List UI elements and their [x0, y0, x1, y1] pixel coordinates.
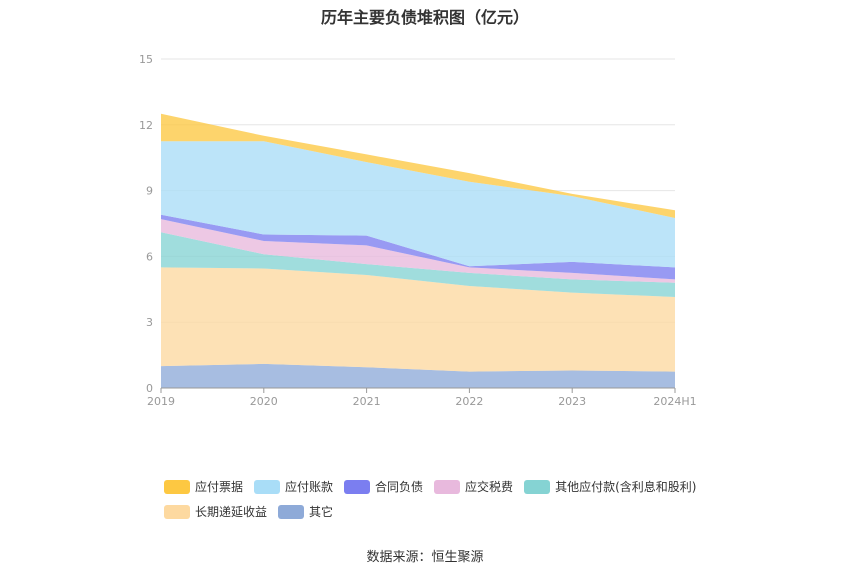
- y-tick-label: 9: [146, 185, 153, 198]
- area-series-合同负债[interactable]: [161, 214, 675, 280]
- chart-plot-area: 0 3 6 9 12 15 2019 2020 2021 2022 2023 2024H1: [139, 53, 697, 408]
- legend-item[interactable]: 长期递延收益: [164, 503, 267, 520]
- legend-swatch: [164, 479, 190, 494]
- x-tick-label: 2023: [558, 395, 586, 408]
- legend-swatch: [278, 504, 305, 519]
- y-tick-label: 6: [146, 250, 153, 263]
- x-tick-label: 2020: [250, 395, 278, 408]
- chart-title: 历年主要负债堆积图（亿元）: [320, 8, 529, 27]
- legend-swatch: [344, 479, 371, 494]
- area-series-其它[interactable]: [161, 363, 675, 388]
- legend-label: 应付账款: [285, 480, 334, 494]
- legend-label: 应付票据: [195, 480, 244, 494]
- legend-label: 合同负债: [375, 480, 424, 494]
- legend-label: 应交税费: [465, 480, 514, 494]
- y-tick-label: 3: [146, 316, 153, 329]
- y-tick-label: 15: [139, 53, 153, 66]
- area-series-应交税费[interactable]: [161, 219, 675, 283]
- legend-swatch: [254, 479, 281, 494]
- stacked-areas: [161, 113, 675, 388]
- legend-label: 其他应付款(含利息和股利): [555, 480, 697, 494]
- legend-item[interactable]: 应付票据: [164, 478, 243, 495]
- legend-row: 长期递延收益 其它: [164, 499, 724, 524]
- area-series-其他应付款(含利息和股利)[interactable]: [161, 232, 675, 297]
- x-tick-label: 2022: [455, 395, 483, 408]
- data-source-note: 数据来源：恒生聚源: [366, 550, 484, 565]
- legend-item[interactable]: 合同负债: [344, 478, 423, 495]
- legend-item[interactable]: 其它: [278, 503, 333, 520]
- legend-swatch: [524, 479, 551, 494]
- legend-swatch: [434, 479, 461, 494]
- legend-label: 长期递延收益: [195, 505, 268, 519]
- y-tick-label: 12: [139, 119, 153, 132]
- legend-label: 其它: [309, 505, 334, 519]
- area-series-长期递延收益[interactable]: [161, 267, 675, 372]
- area-series-应付账款[interactable]: [161, 141, 675, 268]
- x-tick-label: 2019: [147, 395, 175, 408]
- chart-legend: 应付票据 应付账款 合同负债 应交税费 其他应付款(含利息和股利) 长期递延收益 其它: [164, 474, 724, 524]
- axes: 0 3 6 9 12 15 2019 2020 2021 2022 2023 2024H1: [139, 53, 697, 408]
- legend-row: 应付票据 应付账款 合同负债 应交税费 其他应付款(含利息和股利): [164, 474, 724, 499]
- legend-item[interactable]: 应付账款: [254, 478, 333, 495]
- legend-swatch: [164, 504, 190, 519]
- area-series-应付票据[interactable]: [161, 113, 675, 218]
- legend-item[interactable]: 其他应付款(含利息和股利): [524, 478, 696, 495]
- x-tick-label: 2024H1: [653, 395, 696, 408]
- x-tick-label: 2021: [353, 395, 381, 408]
- legend-item[interactable]: 应交税费: [434, 478, 513, 495]
- y-tick-label: 0: [146, 382, 153, 395]
